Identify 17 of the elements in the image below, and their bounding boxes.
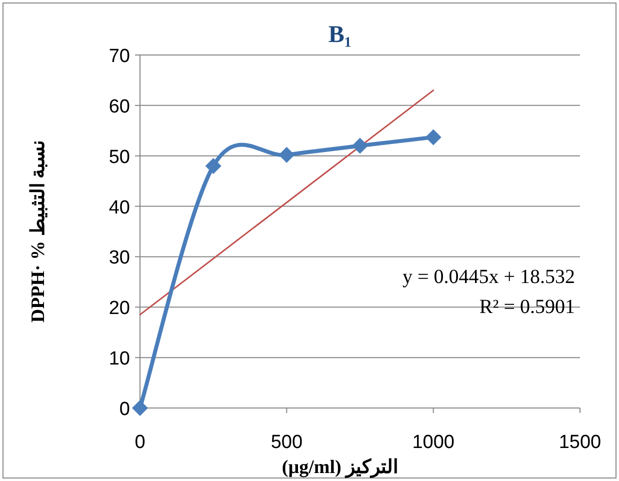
y-axis-title: DPPH· % نسبة التثبيط (28, 140, 49, 323)
x-tick-label: 500 (270, 432, 303, 453)
y-tick-label: 50 (108, 146, 130, 168)
y-tick-label: 70 (108, 46, 130, 67)
x-tick-label: 1000 (412, 432, 454, 453)
annotation: R² = 0.5901 (479, 296, 575, 318)
y-tick-label: 40 (108, 197, 130, 218)
y-tick-label: 60 (108, 96, 130, 118)
annotation: y = 0.0445x + 18.532 (402, 266, 575, 288)
x-tick-label: 1500 (558, 432, 602, 453)
x-axis-title: (µg/ml) التركيز (282, 457, 398, 478)
y-tick-label: 0 (119, 399, 130, 420)
chart-title: B₁ (328, 22, 352, 48)
y-tick-label: 30 (108, 248, 130, 269)
y-tick-label: 20 (108, 298, 130, 320)
y-tick-label: 10 (108, 348, 130, 370)
x-tick-label: 0 (134, 432, 146, 453)
